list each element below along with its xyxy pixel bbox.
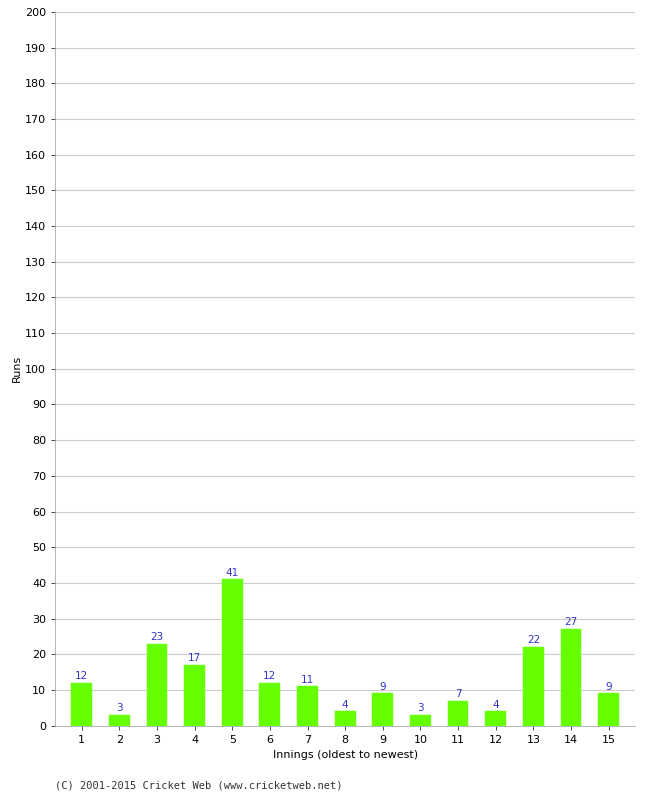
Text: 27: 27 <box>564 618 578 627</box>
Bar <box>372 694 393 726</box>
Text: 7: 7 <box>455 689 461 699</box>
Bar <box>335 711 356 726</box>
Text: 22: 22 <box>526 635 540 646</box>
Bar <box>599 694 619 726</box>
X-axis label: Innings (oldest to newest): Innings (oldest to newest) <box>272 750 418 760</box>
Bar <box>259 682 280 726</box>
Bar <box>109 715 129 726</box>
Text: 9: 9 <box>380 682 386 692</box>
Text: 4: 4 <box>342 699 348 710</box>
Text: 41: 41 <box>226 567 239 578</box>
Bar <box>222 579 242 726</box>
Bar <box>146 643 167 726</box>
Text: 3: 3 <box>417 703 424 713</box>
Bar <box>410 715 431 726</box>
Bar <box>297 686 318 726</box>
Bar <box>486 711 506 726</box>
Bar <box>523 647 544 726</box>
Bar <box>184 665 205 726</box>
Text: 4: 4 <box>493 699 499 710</box>
Text: 3: 3 <box>116 703 123 713</box>
Text: 12: 12 <box>75 671 88 681</box>
Bar <box>448 701 469 726</box>
Text: (C) 2001-2015 Cricket Web (www.cricketweb.net): (C) 2001-2015 Cricket Web (www.cricketwe… <box>55 781 343 790</box>
Text: 11: 11 <box>301 674 314 685</box>
Y-axis label: Runs: Runs <box>12 355 22 382</box>
Bar <box>561 630 581 726</box>
Text: 9: 9 <box>605 682 612 692</box>
Text: 17: 17 <box>188 653 202 663</box>
Text: 12: 12 <box>263 671 276 681</box>
Text: 23: 23 <box>150 632 164 642</box>
Bar <box>72 682 92 726</box>
